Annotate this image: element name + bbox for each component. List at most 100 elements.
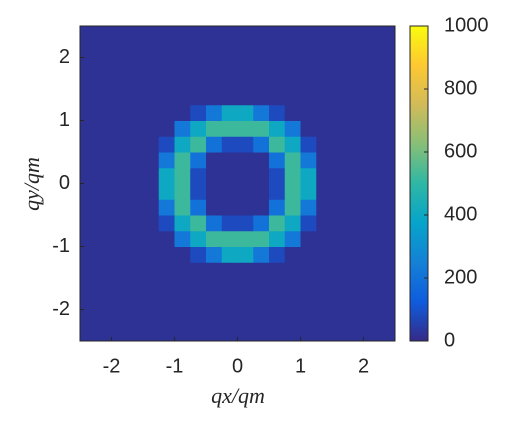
- heat-cell: [95, 215, 112, 232]
- heat-cell: [363, 167, 380, 184]
- heat-cell: [174, 41, 191, 58]
- heat-cell: [332, 104, 349, 121]
- heat-cell: [379, 215, 396, 232]
- heat-cell: [111, 215, 128, 232]
- heat-cell: [379, 104, 396, 121]
- heat-cell: [284, 309, 301, 326]
- heat-cell: [300, 246, 317, 263]
- heat-cell: [95, 136, 112, 153]
- heat-cell: [158, 293, 175, 310]
- heat-cell: [127, 325, 144, 342]
- heat-cell: [158, 136, 175, 153]
- colorbar-tick-label: 0: [444, 329, 455, 351]
- heat-cell: [206, 215, 223, 232]
- heat-cell: [379, 41, 396, 58]
- heat-cell: [158, 41, 175, 58]
- heat-cell: [363, 26, 380, 43]
- heat-cell: [237, 26, 254, 43]
- heat-cell: [174, 215, 191, 232]
- heat-cell: [111, 73, 128, 90]
- heat-cell: [269, 120, 286, 137]
- heat-cell: [253, 120, 270, 137]
- y-tick-label: 1: [59, 109, 70, 131]
- heat-cell: [127, 278, 144, 295]
- heat-cell: [363, 183, 380, 200]
- heat-cell: [363, 325, 380, 342]
- heat-cell: [379, 26, 396, 43]
- heat-cell: [143, 215, 160, 232]
- heat-cell: [347, 41, 364, 58]
- heat-cell: [174, 230, 191, 247]
- heat-cell: [221, 230, 238, 247]
- heat-cell: [174, 293, 191, 310]
- heat-cell: [158, 278, 175, 295]
- heat-cell: [284, 26, 301, 43]
- heat-cell: [143, 120, 160, 137]
- heat-cell: [347, 120, 364, 137]
- heat-cell: [300, 57, 317, 74]
- heat-cell: [332, 41, 349, 58]
- heat-cell: [158, 104, 175, 121]
- heat-cell: [269, 325, 286, 342]
- heat-cell: [347, 89, 364, 106]
- heat-cell: [347, 246, 364, 263]
- heat-cell: [80, 57, 97, 74]
- heat-cell: [300, 167, 317, 184]
- heat-cell: [221, 262, 238, 279]
- heat-cell: [237, 89, 254, 106]
- heat-cell: [347, 309, 364, 326]
- heat-cell: [80, 262, 97, 279]
- heat-cell: [95, 278, 112, 295]
- heat-cell: [253, 152, 270, 169]
- heat-cell: [300, 26, 317, 43]
- heat-cell: [253, 136, 270, 153]
- heat-cell: [332, 167, 349, 184]
- heat-cell: [221, 167, 238, 184]
- heat-cell: [221, 309, 238, 326]
- heat-cell: [206, 104, 223, 121]
- heat-cell: [316, 136, 333, 153]
- heat-cell: [143, 26, 160, 43]
- heat-cell: [143, 136, 160, 153]
- heat-cell: [95, 293, 112, 310]
- heat-cell: [111, 183, 128, 200]
- heat-cell: [80, 183, 97, 200]
- y-tick-label: -2: [52, 298, 70, 320]
- heat-cell: [284, 215, 301, 232]
- heat-cell: [80, 120, 97, 137]
- heat-cell: [300, 73, 317, 90]
- heat-cell: [111, 104, 128, 121]
- heat-cell: [300, 120, 317, 137]
- heat-cell: [206, 325, 223, 342]
- heat-cell: [111, 325, 128, 342]
- heat-cell: [363, 230, 380, 247]
- heat-cell: [253, 215, 270, 232]
- heat-cell: [127, 183, 144, 200]
- heat-cell: [237, 215, 254, 232]
- heat-cell: [127, 293, 144, 310]
- heat-cell: [347, 57, 364, 74]
- heat-cell: [253, 199, 270, 216]
- heat-cell: [269, 89, 286, 106]
- heat-cell: [316, 325, 333, 342]
- heat-cell: [379, 167, 396, 184]
- heat-cell: [237, 293, 254, 310]
- heat-cell: [158, 325, 175, 342]
- heat-cell: [80, 309, 97, 326]
- heat-cell: [174, 152, 191, 169]
- heat-cell: [237, 120, 254, 137]
- heat-cell: [253, 278, 270, 295]
- heat-cell: [347, 325, 364, 342]
- heat-cell: [80, 104, 97, 121]
- heat-cell: [347, 183, 364, 200]
- heat-cell: [269, 246, 286, 263]
- heat-cell: [221, 246, 238, 263]
- heat-cell: [269, 73, 286, 90]
- heat-cell: [363, 215, 380, 232]
- heat-cell: [127, 73, 144, 90]
- heat-cell: [158, 26, 175, 43]
- heat-cell: [143, 73, 160, 90]
- heat-cell: [269, 215, 286, 232]
- heat-cell: [332, 246, 349, 263]
- heat-cell: [158, 57, 175, 74]
